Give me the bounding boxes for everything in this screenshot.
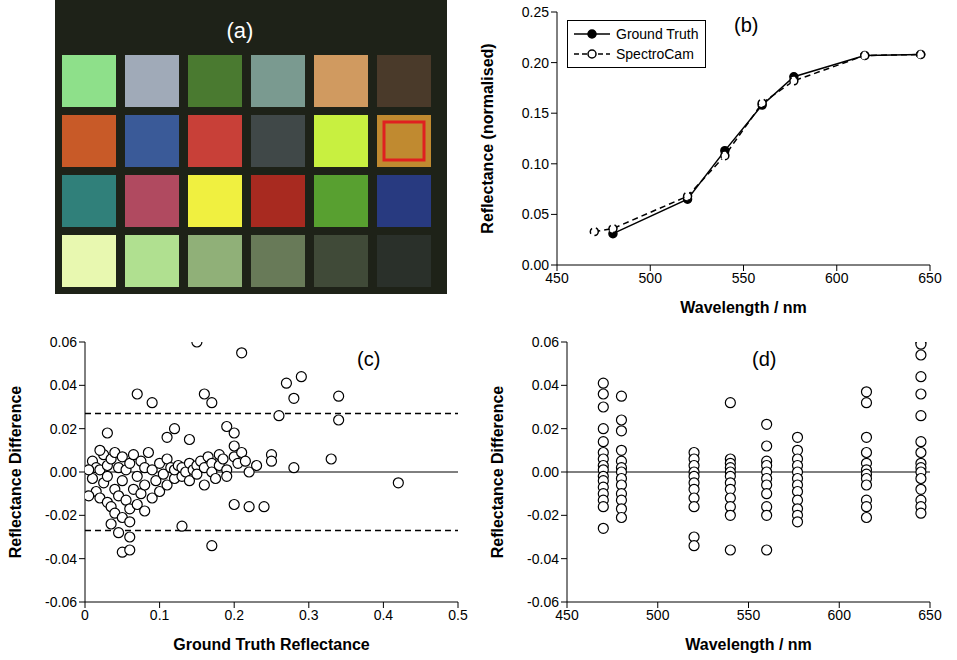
svg-text:0.00: 0.00: [522, 257, 549, 273]
svg-text:0.4: 0.4: [374, 607, 394, 623]
svg-text:(a): (a): [227, 18, 254, 43]
svg-text:0.2: 0.2: [224, 607, 244, 623]
svg-text:0.25: 0.25: [522, 4, 549, 20]
svg-text:0.00: 0.00: [50, 464, 77, 480]
svg-text:Reflectance Difference: Reflectance Difference: [7, 386, 24, 559]
html-text:(b): (b): [734, 14, 759, 36]
html-text:(c): (c): [357, 348, 381, 370]
svg-text:500: 500: [639, 270, 663, 286]
svg-text:Reflectance Difference: Reflectance Difference: [489, 386, 506, 559]
svg-text:0.3: 0.3: [299, 607, 319, 623]
svg-text:Wavelength / nm: Wavelength / nm: [685, 636, 812, 653]
svg-text:650: 650: [918, 270, 942, 286]
html-text:Ground Truth: Ground Truth: [616, 26, 699, 42]
html-text:SpectroCam: SpectroCam: [616, 46, 694, 62]
svg-text:600: 600: [825, 270, 849, 286]
svg-text:-0.06: -0.06: [527, 594, 559, 610]
svg-text:0.00: 0.00: [532, 464, 559, 480]
svg-text:0.06: 0.06: [532, 334, 559, 350]
svg-text:-0.04: -0.04: [527, 551, 559, 567]
svg-text:Ground Truth Reflectance: Ground Truth Reflectance: [173, 636, 370, 653]
svg-text:-0.02: -0.02: [45, 507, 77, 523]
svg-text:500: 500: [646, 607, 670, 623]
svg-text:0.04: 0.04: [532, 377, 559, 393]
html-text:(d): (d): [752, 348, 777, 370]
svg-text:-0.04: -0.04: [45, 551, 77, 567]
svg-text:0.06: 0.06: [50, 334, 77, 350]
svg-text:0.10: 0.10: [522, 156, 549, 172]
svg-text:-0.06: -0.06: [45, 594, 77, 610]
svg-text:0.5: 0.5: [448, 607, 468, 623]
svg-text:550: 550: [737, 607, 761, 623]
svg-text:-0.02: -0.02: [527, 507, 559, 523]
svg-text:0.1: 0.1: [150, 607, 170, 623]
svg-text:0.02: 0.02: [532, 421, 559, 437]
svg-text:Wavelength / nm: Wavelength / nm: [680, 299, 807, 316]
svg-text:550: 550: [732, 270, 756, 286]
svg-text:0.02: 0.02: [50, 421, 77, 437]
svg-text:450: 450: [555, 606, 579, 623]
svg-text:450: 450: [545, 269, 569, 286]
svg-text:0.04: 0.04: [50, 377, 77, 393]
svg-text:0.20: 0.20: [522, 55, 549, 71]
svg-text:Reflectance (normalised): Reflectance (normalised): [479, 43, 496, 233]
svg-text:0: 0: [81, 607, 89, 623]
svg-text:650: 650: [918, 607, 942, 623]
svg-text:600: 600: [828, 607, 852, 623]
svg-text:0.05: 0.05: [522, 206, 549, 222]
svg-text:0.15: 0.15: [522, 105, 549, 121]
